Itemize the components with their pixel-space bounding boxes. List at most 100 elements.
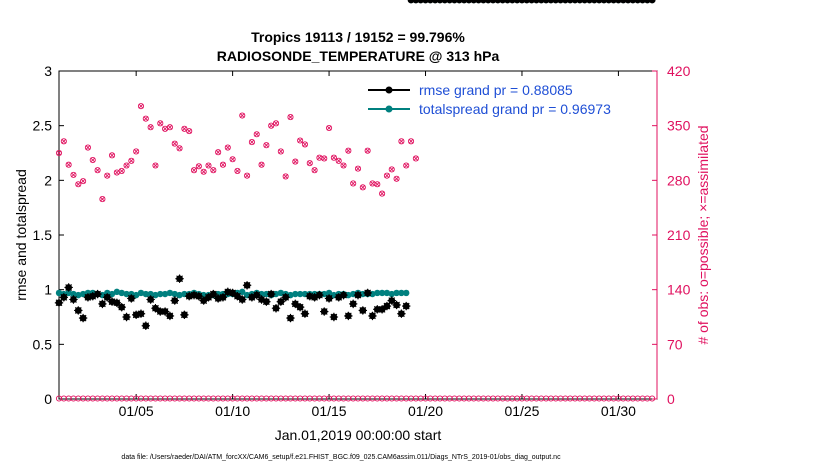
obs-assimilated-marker: [389, 166, 395, 172]
rmse-point-star: [131, 310, 141, 320]
totalspread-point: [132, 291, 140, 299]
totalspread-point: [157, 290, 164, 298]
totalspread-point: [292, 290, 299, 298]
obs-assimilated-marker: [369, 180, 375, 186]
rmse-point-star: [189, 290, 199, 300]
obs-possible-marker: [326, 124, 333, 132]
rmse-point-star: [194, 292, 204, 301]
obs-possible-marker: [297, 137, 304, 144]
legend-rmse-marker: [385, 86, 393, 94]
data-file-footer: data file: /Users/raeder/DAI/ATM_forcXX/…: [121, 454, 561, 461]
rmse-point-star: [300, 309, 310, 318]
obs-possible-marker: [335, 157, 342, 164]
obs-possible-marker: [301, 141, 309, 148]
obs-assimilated-marker: [297, 137, 303, 144]
obs-possible-marker: [157, 120, 164, 127]
y-axis-label-left: rmse and totalspread: [13, 169, 29, 301]
totalspread-point: [263, 290, 270, 298]
rmse-point-star: [392, 300, 401, 310]
rmse-point-star: [257, 295, 266, 304]
obs-possible-marker: [263, 142, 270, 149]
rmse-point-star: [348, 299, 358, 309]
rmse-point-star: [402, 301, 411, 311]
obs-assimilated-marker: [225, 145, 231, 151]
y-tick-label-left: 0: [44, 391, 52, 407]
obs-possible-marker: [195, 163, 202, 170]
obs-possible-marker: [171, 140, 178, 147]
obs-assimilated-marker: [177, 145, 183, 151]
obs-possible-marker: [55, 149, 63, 157]
obs-possible-marker: [94, 167, 101, 174]
x-tick-label: 01/30: [601, 403, 636, 419]
y-tick-label-left: 3: [44, 63, 52, 79]
rmse-point-star: [320, 307, 329, 316]
obs-assimilated-marker: [278, 148, 284, 154]
obs-possible-marker: [282, 173, 289, 180]
obs-possible-marker: [350, 180, 357, 187]
obs-possible-marker: [383, 172, 390, 179]
obs-assimilated-marker: [152, 162, 158, 169]
rmse-point-star: [88, 292, 97, 301]
rmse-point-star: [78, 313, 88, 323]
obs-possible-marker: [359, 184, 366, 191]
y-axis-label-right: # of obs: o=possible; ×=assimilated: [695, 125, 711, 344]
obs-possible-marker: [268, 122, 275, 129]
totalspread-point: [118, 289, 125, 297]
obs-assimilated-marker: [360, 184, 366, 190]
right-y-axis: 0 70 140 210 280 350 420: [652, 63, 691, 407]
totalspread-point: [161, 290, 169, 298]
rmse-point-star: [69, 295, 78, 304]
obs-assimilated-marker: [220, 162, 226, 168]
obs-possible-marker: [123, 162, 130, 169]
obs-possible-marker: [398, 138, 405, 145]
obs-possible-marker: [321, 155, 328, 162]
plot-area: [58, 70, 658, 400]
obs-assimilated-marker: [263, 142, 269, 148]
x-tick-label: 01/05: [119, 403, 154, 419]
rmse-point-star: [252, 290, 261, 300]
obs-assimilated-marker: [374, 181, 380, 187]
obs-possible-marker: [186, 128, 193, 135]
obs-possible-marker: [147, 124, 154, 131]
obs-assimilated-marker: [350, 180, 356, 186]
obs-assimilated-marker: [143, 116, 149, 122]
obs-possible-marker: [224, 144, 231, 151]
obs-assimilated-marker: [292, 159, 298, 165]
obs-possible-marker: [287, 114, 294, 121]
obs-assimilated-marker: [215, 149, 221, 155]
obs-possible-marker: [407, 138, 415, 145]
obs-assimilated-marker: [302, 141, 308, 147]
rmse-point: [648, 0, 656, 4]
totalspread-point: [403, 289, 410, 297]
rmse-point-star: [377, 305, 387, 314]
totalspread-point: [108, 290, 116, 298]
obs-assimilated-marker: [283, 173, 289, 179]
rmse-point-star: [107, 297, 117, 306]
rmse-point-star: [286, 313, 295, 323]
obs-assimilated-marker: [114, 170, 120, 176]
obs-assimilated-marker: [273, 120, 279, 126]
rmse-point-star: [185, 292, 194, 301]
rmse-point-star: [382, 301, 392, 311]
y-tick-label-right: 210: [667, 227, 691, 243]
obs-assimilated-marker: [133, 148, 139, 154]
rmse-point-star: [218, 293, 228, 302]
obs-assimilated-marker: [268, 123, 274, 129]
obs-assimilated-marker: [287, 114, 294, 120]
obs-possible-marker: [258, 161, 265, 168]
legend: rmse grand pr = 0.88085 totalspread gran…: [368, 82, 611, 117]
obs-assimilated-marker: [336, 158, 342, 164]
obs-assimilated-marker: [138, 103, 144, 109]
rmse-point-star: [103, 293, 112, 302]
totalspread-point: [79, 290, 87, 298]
obs-possible-marker: [412, 155, 419, 162]
rmse-point-star: [136, 309, 146, 318]
obs-possible-marker: [379, 190, 386, 197]
x-tick-label: 01/20: [408, 403, 443, 419]
totalspread-point: [388, 290, 395, 298]
rmse-point-star: [276, 297, 286, 306]
obs-assimilated-marker: [162, 126, 168, 132]
obs-assimilated-marker: [186, 128, 192, 134]
obs-possible-marker: [137, 103, 145, 110]
